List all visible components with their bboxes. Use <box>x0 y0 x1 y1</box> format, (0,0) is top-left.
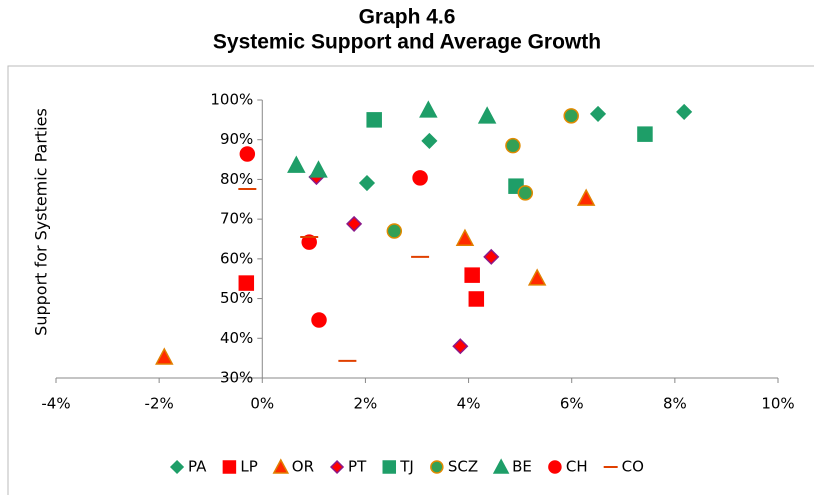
legend-marker <box>272 458 290 474</box>
y-axis-title: Support for Systemic Parties <box>32 108 51 336</box>
legend-marker <box>169 459 185 475</box>
chart-title: Graph 4.6 <box>359 6 456 29</box>
y-tick-label: 90% <box>220 130 253 148</box>
point <box>527 268 547 286</box>
legend-marker <box>492 458 510 474</box>
point <box>589 105 607 122</box>
point <box>301 234 317 250</box>
point <box>505 137 521 154</box>
y-tick-label: 30% <box>220 369 253 387</box>
point <box>477 106 497 124</box>
point <box>676 103 693 120</box>
legend-label: SCZ <box>448 458 478 476</box>
point <box>346 215 363 232</box>
point <box>464 267 480 283</box>
legend-marker <box>222 460 237 474</box>
legend-marker <box>430 460 444 474</box>
point <box>452 338 469 355</box>
legend-marker <box>329 459 345 475</box>
point <box>563 108 579 124</box>
point <box>412 170 428 186</box>
point <box>455 228 475 246</box>
point <box>239 146 256 162</box>
point <box>468 291 485 307</box>
y-tick-label: 70% <box>220 210 253 228</box>
x-tick-label: 10% <box>761 395 794 413</box>
y-tick-label: 100% <box>210 91 253 109</box>
x-tick-label: 6% <box>560 395 584 413</box>
point <box>483 248 500 265</box>
point <box>155 347 174 365</box>
x-tick-label: -2% <box>145 395 174 413</box>
chart-frame <box>7 65 814 495</box>
legend-label: BE <box>512 458 532 476</box>
legend-label: PA <box>188 458 207 476</box>
legend-label: PT <box>348 458 367 476</box>
point <box>637 126 653 142</box>
y-tick-label: 60% <box>220 249 253 267</box>
point <box>386 223 403 239</box>
legend-label: CH <box>566 458 588 476</box>
point <box>419 100 438 118</box>
legend-label: CO <box>622 458 644 476</box>
x-tick-label: -4% <box>41 395 70 413</box>
point <box>309 160 328 178</box>
x-tick-label: 8% <box>663 395 687 413</box>
y-tick-label: 50% <box>220 289 253 307</box>
x-tick-label: 4% <box>457 395 481 413</box>
y-tick-label: 40% <box>220 329 253 347</box>
chart-subtitle: Systemic Support and Average Growth <box>213 31 601 54</box>
point <box>238 275 255 291</box>
point <box>366 112 382 128</box>
point <box>517 185 534 201</box>
legend-label: LP <box>240 458 257 476</box>
point <box>311 312 327 328</box>
legend-label: TJ <box>399 458 414 476</box>
legend-label: OR <box>292 458 314 476</box>
point <box>576 188 596 206</box>
legend-marker <box>382 460 397 474</box>
y-tick-label: 80% <box>220 170 253 188</box>
x-tick-label: 0% <box>250 395 274 413</box>
legend-marker <box>548 460 562 474</box>
point <box>287 155 306 173</box>
point <box>421 132 438 149</box>
point <box>358 174 376 192</box>
x-tick-label: 2% <box>354 395 378 413</box>
